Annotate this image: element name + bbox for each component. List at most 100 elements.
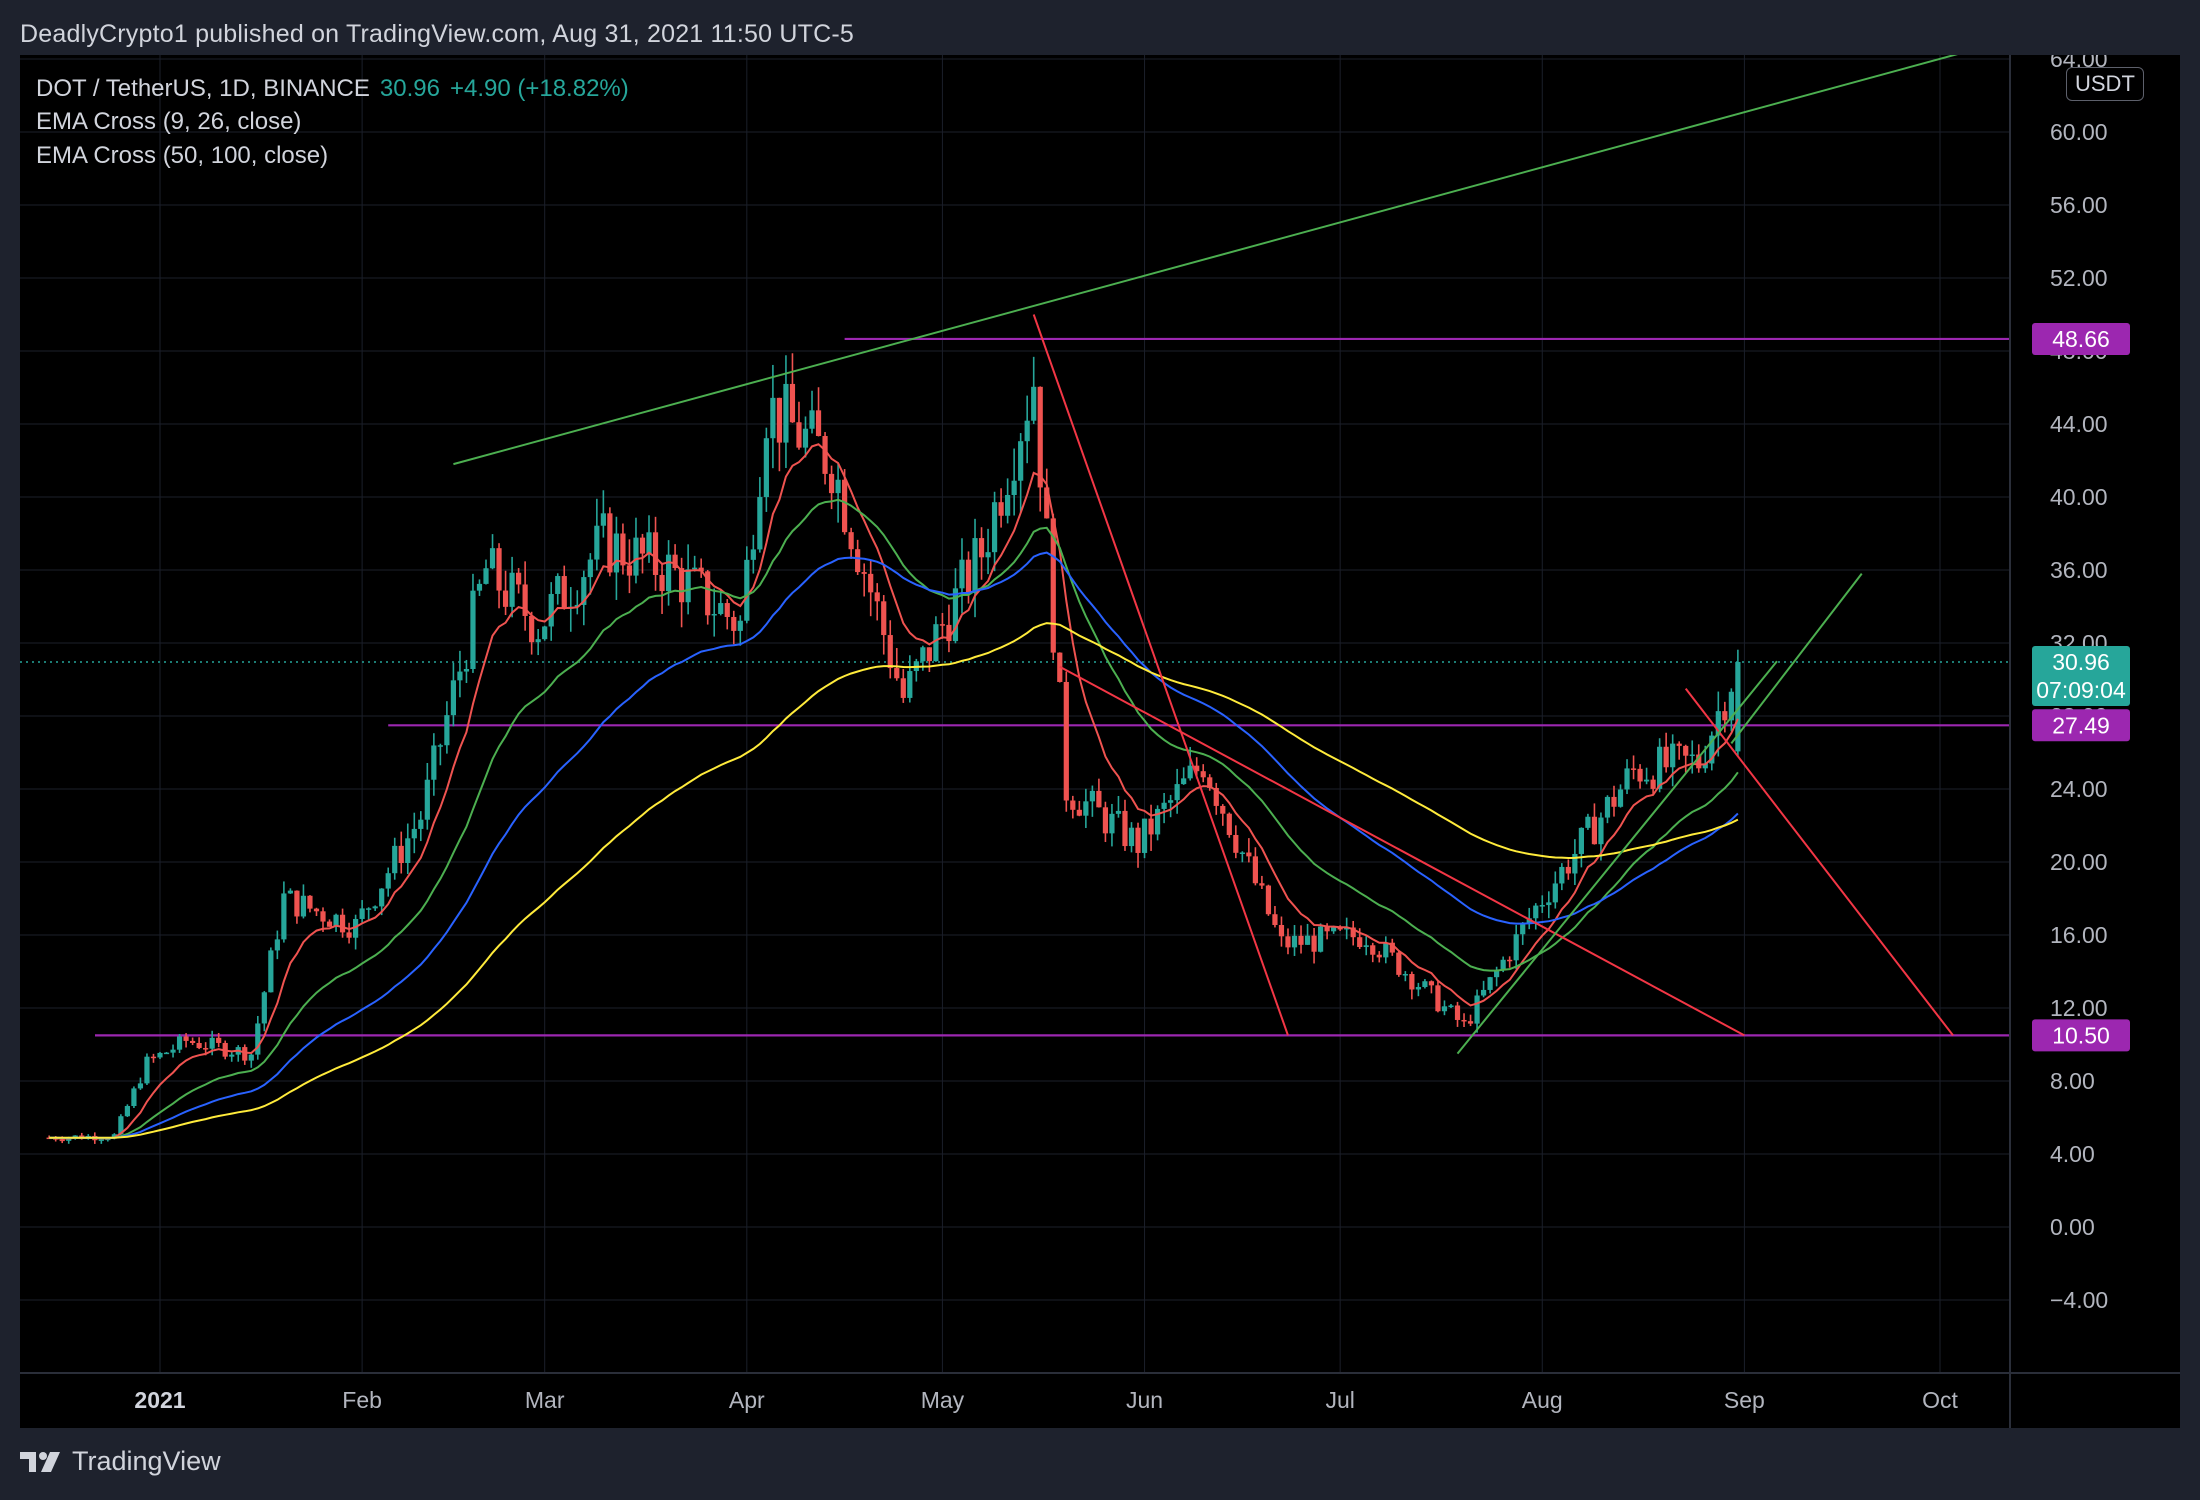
candle-body xyxy=(444,715,450,746)
falling-trendline[interactable] xyxy=(1032,314,1289,1036)
y-axis-tick-label: 56.00 xyxy=(2050,192,2108,218)
candle-body xyxy=(900,678,906,698)
candle-body xyxy=(1044,487,1050,519)
level-price-tag-text: 27.49 xyxy=(2052,712,2110,738)
candle-body xyxy=(1115,810,1122,814)
candle-body xyxy=(1024,420,1030,442)
candle-body xyxy=(124,1106,130,1117)
y-axis-tick-label: 16.00 xyxy=(2050,922,2108,948)
candle-body xyxy=(998,502,1004,516)
candle-body xyxy=(392,845,398,874)
candle-body xyxy=(796,422,802,448)
candle-body xyxy=(1396,952,1402,975)
rising-support-line[interactable] xyxy=(1456,660,1778,1055)
candle-body xyxy=(131,1088,137,1107)
price-chart[interactable]: 64.0060.0056.0052.0048.0044.0040.0036.00… xyxy=(20,55,2180,1428)
candle-body xyxy=(1709,735,1715,764)
candle-body xyxy=(1181,778,1187,785)
candle-body xyxy=(1500,959,1506,971)
candle-body xyxy=(1415,987,1421,990)
candle-body xyxy=(639,537,646,554)
candle-body xyxy=(1533,905,1539,919)
candle-body xyxy=(176,1036,183,1050)
tradingview-logo[interactable]: TradingView xyxy=(20,1446,221,1477)
candle-body xyxy=(887,635,893,669)
level-price-tag-text: 48.66 xyxy=(2052,326,2110,352)
symbol-name[interactable]: DOT / TetherUS, 1D, BINANCE xyxy=(36,75,370,102)
candle-body xyxy=(633,537,639,576)
candle-body xyxy=(1670,743,1676,768)
candle-body xyxy=(907,671,913,698)
candle-body xyxy=(1507,959,1513,962)
y-axis-tick-label: 24.00 xyxy=(2050,776,2108,802)
candle-body xyxy=(268,950,274,993)
candle-body xyxy=(718,603,724,614)
bar-countdown-text: 07:09:04 xyxy=(2036,677,2126,703)
candle-body xyxy=(705,571,711,616)
candle-body xyxy=(339,914,346,933)
candle-body xyxy=(848,532,854,550)
chart-panel[interactable]: 64.0060.0056.0052.0048.0044.0040.0036.00… xyxy=(20,55,2180,1428)
candle-body xyxy=(242,1047,248,1061)
tradingview-brand-text: TradingView xyxy=(72,1446,221,1476)
candle-body xyxy=(978,538,985,558)
candle-body xyxy=(933,624,939,662)
candle-body xyxy=(822,435,828,474)
ema-fast-legend[interactable]: EMA Cross (9, 26, close) xyxy=(36,108,302,135)
candle-body xyxy=(1389,942,1395,953)
candle-body xyxy=(320,911,326,922)
projection-line[interactable] xyxy=(1684,688,1954,1036)
candle-body xyxy=(46,1137,52,1140)
falling-trendline[interactable] xyxy=(1059,665,1745,1037)
candle-body xyxy=(965,559,972,594)
candle-body xyxy=(157,1052,163,1058)
candle-body xyxy=(1520,923,1526,935)
symbol-legend[interactable]: DOT / TetherUS, 1D, BINANCE 30.96 +4.90 (+… xyxy=(36,75,629,103)
candle-body xyxy=(98,1139,104,1141)
candle-body xyxy=(366,908,372,910)
level-price-tag xyxy=(2032,709,2130,742)
candle-body xyxy=(183,1036,189,1041)
candle-body xyxy=(946,624,952,642)
candle-body xyxy=(411,828,417,839)
candle-body xyxy=(216,1037,222,1043)
breakout-line[interactable] xyxy=(1730,573,1863,744)
candle-body xyxy=(418,819,424,829)
candle-body xyxy=(1715,711,1721,736)
candle-body xyxy=(1096,790,1102,808)
candle-body xyxy=(1689,754,1695,757)
candle-body xyxy=(1141,818,1148,853)
candle-body xyxy=(1363,945,1369,948)
currency-selector[interactable]: USDT xyxy=(2066,67,2144,101)
candle-body xyxy=(470,590,476,670)
candle-body xyxy=(1226,813,1232,836)
candle-body xyxy=(72,1135,78,1138)
candle-body xyxy=(685,569,691,603)
candle-body xyxy=(1350,927,1356,938)
candle-body xyxy=(1728,691,1734,721)
candle-body xyxy=(1604,796,1611,818)
y-axis-tick-label: 0.00 xyxy=(2050,1214,2095,1240)
candle-body xyxy=(1187,765,1193,779)
candle-body xyxy=(496,548,502,591)
candle-body xyxy=(502,590,509,607)
candle-body xyxy=(763,438,769,498)
candle-body xyxy=(1572,853,1578,874)
candle-body xyxy=(1539,905,1545,907)
price-change-value: +4.90 (+18.82%) xyxy=(449,75,629,102)
candle-body xyxy=(529,615,535,643)
candle-body xyxy=(1174,784,1180,801)
candle-body xyxy=(1083,801,1089,816)
ema-slow-legend[interactable]: EMA Cross (50, 100, close) xyxy=(36,142,329,169)
x-axis-tick-label: Sep xyxy=(1724,1387,1765,1413)
candle-body xyxy=(1578,827,1584,854)
candle-body xyxy=(555,576,561,594)
candle-body xyxy=(724,603,730,617)
candle-body xyxy=(255,1023,261,1055)
x-axis-tick-label: Mar xyxy=(525,1387,565,1413)
candle-body xyxy=(1422,981,1428,988)
candle-body xyxy=(874,592,880,602)
candle-body xyxy=(861,572,867,574)
rising-resistance-line[interactable] xyxy=(453,55,1959,466)
candle-body xyxy=(1344,927,1350,930)
